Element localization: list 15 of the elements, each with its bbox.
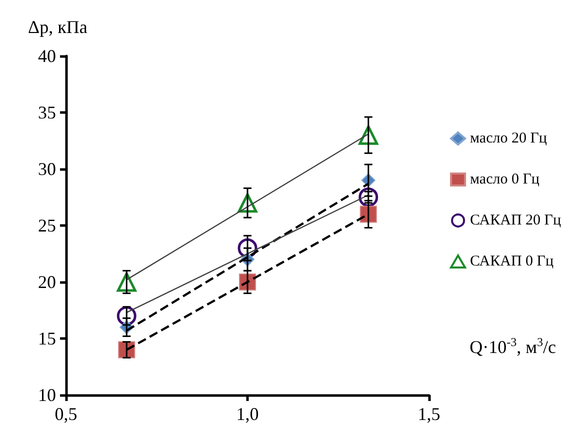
y-tick-label: 35 (38, 102, 56, 122)
y-tick-label: 15 (38, 328, 56, 348)
y-tick-label: 20 (38, 272, 56, 292)
y-tick-label: 25 (38, 216, 56, 236)
legend-label: масло 0 Гц (470, 172, 540, 188)
legend-label: масло 20 Гц (470, 130, 547, 146)
legend-label: САКАП 20 Гц (470, 212, 562, 228)
y-axis-title: Δp, кПа (28, 17, 88, 37)
legend-label: САКАП 0 Гц (470, 254, 554, 270)
x-tick-label: 1,0 (236, 404, 259, 424)
x-tick-label: 0,5 (54, 404, 78, 424)
y-tick-label: 30 (38, 159, 56, 179)
y-tick-label: 40 (38, 46, 56, 66)
y-tick-label: 10 (38, 385, 56, 405)
x-tick-label: 1,5 (418, 404, 440, 424)
